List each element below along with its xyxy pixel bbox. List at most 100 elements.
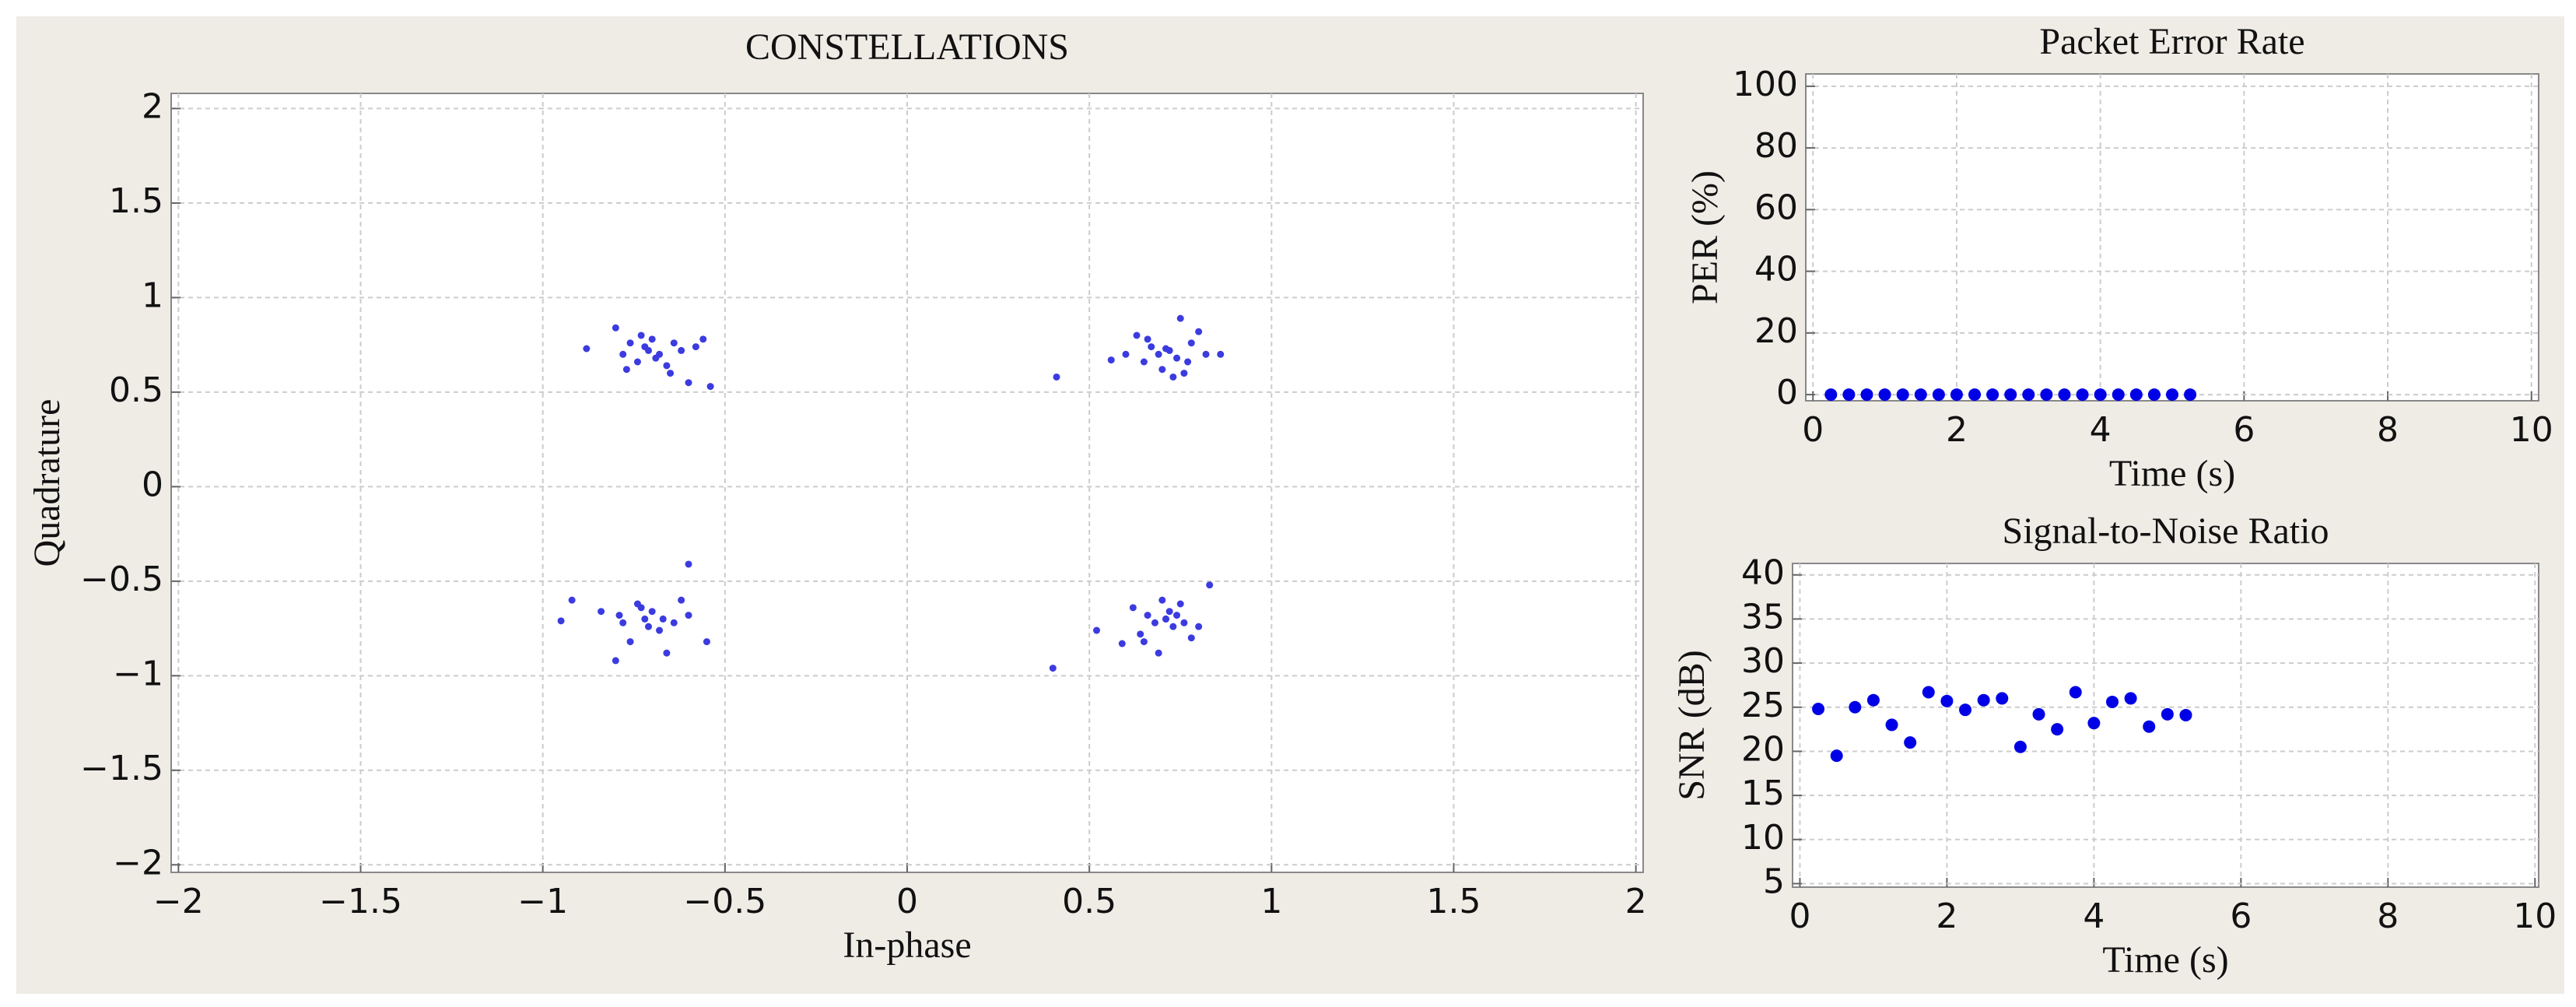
point — [2004, 388, 2017, 402]
point — [1176, 600, 1184, 608]
point — [1155, 649, 1162, 657]
point — [612, 657, 619, 665]
x-tick-label: 8 — [2377, 410, 2399, 450]
y-tick-label: −2 — [113, 843, 163, 882]
y-tick-label: 0.5 — [109, 370, 163, 410]
point — [637, 604, 645, 612]
point — [1180, 619, 1188, 626]
x-tick-label: 6 — [2230, 896, 2252, 936]
x-tick-label: 1 — [1260, 882, 1282, 921]
x-axis-label: Time (s) — [2102, 939, 2228, 981]
point — [557, 617, 565, 625]
y-tick-label: 80 — [1754, 126, 1798, 166]
point — [1914, 388, 1927, 402]
point — [2094, 388, 2107, 402]
x-axis-label: Time (s) — [2109, 453, 2235, 494]
y-tick-label: 30 — [1741, 641, 1785, 681]
point — [1950, 388, 1963, 402]
x-tick-label: 2 — [1946, 410, 1968, 450]
point — [2022, 388, 2035, 402]
x-tick-label: 0 — [896, 882, 918, 921]
y-tick-label: 40 — [1741, 553, 1785, 593]
point — [1162, 615, 1170, 623]
point — [648, 608, 656, 616]
point — [612, 324, 619, 332]
point — [659, 615, 667, 623]
point — [1959, 703, 1972, 717]
y-tick-label: −0.5 — [80, 560, 163, 599]
y-tick-label: 1 — [142, 275, 163, 315]
point — [1896, 388, 1909, 402]
point — [626, 339, 634, 347]
point — [706, 383, 714, 391]
point — [1137, 630, 1144, 638]
x-tick-label: −1.5 — [319, 882, 402, 921]
point — [1922, 686, 1935, 699]
point — [1155, 350, 1162, 358]
point — [2179, 708, 2192, 721]
point — [1169, 373, 1177, 381]
y-tick-label: 20 — [1754, 311, 1798, 351]
y-tick-label: 15 — [1741, 774, 1785, 813]
x-tick-label: 10 — [2510, 410, 2553, 450]
point — [615, 612, 623, 619]
point — [619, 619, 627, 626]
point — [1180, 370, 1188, 377]
point — [1173, 354, 1181, 362]
point — [692, 343, 699, 351]
point — [1202, 350, 1210, 358]
point — [670, 339, 678, 347]
point — [1187, 339, 1195, 347]
x-tick-label: 1.5 — [1426, 882, 1481, 921]
point — [2106, 695, 2119, 708]
x-tick-label: 2 — [1625, 882, 1647, 921]
y-tick-label: −1.5 — [80, 749, 163, 788]
y-axis-label: SNR (dB) — [1671, 650, 1712, 800]
point — [2051, 723, 2064, 736]
y-axis-label: PER (%) — [1684, 170, 1726, 304]
x-tick-label: 4 — [2083, 896, 2105, 936]
point — [703, 638, 710, 646]
point — [1968, 388, 1982, 402]
point — [598, 608, 605, 616]
point — [641, 615, 649, 623]
point — [2032, 707, 2045, 721]
point — [644, 623, 652, 630]
point — [1932, 388, 1945, 402]
x-tick-label: 8 — [2377, 896, 2399, 936]
x-tick-label: −1 — [517, 882, 568, 921]
point — [633, 358, 641, 366]
y-axis-label: Quadrature — [26, 399, 68, 567]
x-axis-label: In-phase — [843, 925, 971, 966]
point — [568, 596, 576, 604]
point — [1187, 634, 1195, 642]
point — [2112, 388, 2125, 402]
point — [1144, 612, 1151, 619]
point — [1162, 345, 1170, 353]
point — [678, 346, 685, 354]
point — [619, 350, 627, 358]
point — [1206, 581, 1214, 589]
x-tick-label: 0 — [1802, 410, 1824, 450]
point — [1986, 388, 1999, 402]
y-tick-label: 40 — [1754, 250, 1798, 289]
x-tick-label: 0 — [1789, 896, 1810, 936]
point — [652, 354, 660, 362]
point — [1878, 388, 1891, 402]
y-tick-label: 100 — [1733, 65, 1798, 104]
point — [1849, 700, 1862, 714]
point — [1173, 612, 1181, 619]
y-tick-label: 0 — [1776, 373, 1798, 412]
point — [1860, 388, 1873, 402]
point — [678, 596, 685, 604]
x-tick-label: 2 — [1936, 896, 1957, 936]
y-tick-label: 60 — [1754, 188, 1798, 227]
point — [644, 346, 652, 354]
y-tick-label: 10 — [1741, 818, 1785, 858]
point — [1217, 350, 1225, 358]
point — [1812, 703, 1825, 716]
x-tick-label: 0.5 — [1062, 882, 1116, 921]
point — [1148, 343, 1155, 351]
point — [2069, 686, 2082, 699]
